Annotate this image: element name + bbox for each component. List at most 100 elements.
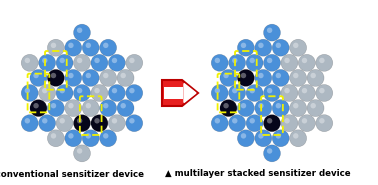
Circle shape xyxy=(68,133,74,139)
Circle shape xyxy=(100,100,117,117)
Circle shape xyxy=(237,69,254,86)
Circle shape xyxy=(255,130,272,147)
Circle shape xyxy=(94,58,100,63)
Circle shape xyxy=(68,43,74,48)
Circle shape xyxy=(237,100,254,117)
Circle shape xyxy=(51,73,56,78)
Circle shape xyxy=(290,69,307,86)
Circle shape xyxy=(108,115,125,132)
Circle shape xyxy=(129,118,135,124)
Circle shape xyxy=(65,100,82,117)
Circle shape xyxy=(310,103,316,108)
Circle shape xyxy=(73,24,90,41)
Circle shape xyxy=(211,85,228,102)
Circle shape xyxy=(290,130,307,147)
Circle shape xyxy=(293,43,299,48)
Circle shape xyxy=(21,54,38,71)
Circle shape xyxy=(215,88,220,93)
Circle shape xyxy=(85,43,91,48)
Circle shape xyxy=(241,43,246,48)
Circle shape xyxy=(100,39,117,56)
FancyArrow shape xyxy=(164,87,183,99)
Circle shape xyxy=(100,69,117,86)
Circle shape xyxy=(276,73,281,78)
Circle shape xyxy=(246,85,263,102)
Circle shape xyxy=(258,73,263,78)
Circle shape xyxy=(47,69,64,86)
Circle shape xyxy=(42,58,48,63)
Circle shape xyxy=(51,103,56,108)
Circle shape xyxy=(263,145,280,162)
Circle shape xyxy=(246,115,263,132)
Circle shape xyxy=(272,69,289,86)
Circle shape xyxy=(316,115,333,132)
Circle shape xyxy=(77,118,82,124)
Circle shape xyxy=(249,118,255,124)
Circle shape xyxy=(263,115,280,132)
Circle shape xyxy=(284,58,290,63)
Circle shape xyxy=(59,88,65,93)
Circle shape xyxy=(211,115,228,132)
Circle shape xyxy=(267,58,272,63)
Circle shape xyxy=(117,100,134,117)
Circle shape xyxy=(73,85,90,102)
Circle shape xyxy=(65,69,82,86)
Circle shape xyxy=(232,58,237,63)
Circle shape xyxy=(241,133,246,139)
Circle shape xyxy=(42,88,48,93)
Circle shape xyxy=(73,115,90,132)
Circle shape xyxy=(47,100,64,117)
Circle shape xyxy=(51,43,56,48)
Circle shape xyxy=(91,54,108,71)
Circle shape xyxy=(267,148,272,154)
Circle shape xyxy=(249,58,255,63)
Circle shape xyxy=(298,115,315,132)
Circle shape xyxy=(47,39,64,56)
Circle shape xyxy=(68,73,74,78)
Circle shape xyxy=(77,148,82,154)
Circle shape xyxy=(258,43,263,48)
Circle shape xyxy=(117,69,134,86)
Circle shape xyxy=(33,103,39,108)
Circle shape xyxy=(237,130,254,147)
Circle shape xyxy=(293,133,299,139)
Circle shape xyxy=(112,118,117,124)
Circle shape xyxy=(302,88,307,93)
Circle shape xyxy=(39,85,56,102)
Circle shape xyxy=(281,115,298,132)
Circle shape xyxy=(39,115,56,132)
Text: ▲ conventional sensitizer device: ▲ conventional sensitizer device xyxy=(0,169,144,179)
Circle shape xyxy=(319,88,325,93)
Circle shape xyxy=(30,69,47,86)
Circle shape xyxy=(276,43,281,48)
Circle shape xyxy=(258,103,263,108)
Circle shape xyxy=(284,118,290,124)
Circle shape xyxy=(267,28,272,33)
Circle shape xyxy=(241,73,246,78)
Circle shape xyxy=(290,100,307,117)
Circle shape xyxy=(85,133,91,139)
Text: ▲ multilayer stacked sensitizer device: ▲ multilayer stacked sensitizer device xyxy=(165,169,351,179)
Circle shape xyxy=(73,145,90,162)
Circle shape xyxy=(267,118,272,124)
Circle shape xyxy=(42,118,48,124)
Circle shape xyxy=(59,58,65,63)
Circle shape xyxy=(47,130,64,147)
Circle shape xyxy=(65,39,82,56)
Circle shape xyxy=(85,73,91,78)
Circle shape xyxy=(276,103,281,108)
Circle shape xyxy=(56,85,73,102)
Circle shape xyxy=(298,54,315,71)
Circle shape xyxy=(121,103,126,108)
Circle shape xyxy=(103,43,108,48)
Circle shape xyxy=(121,73,126,78)
Circle shape xyxy=(293,103,299,108)
Circle shape xyxy=(30,100,47,117)
Circle shape xyxy=(229,85,246,102)
Circle shape xyxy=(25,58,30,63)
Circle shape xyxy=(319,58,325,63)
Circle shape xyxy=(103,133,108,139)
Circle shape xyxy=(237,39,254,56)
FancyArrow shape xyxy=(162,80,198,106)
Circle shape xyxy=(112,88,117,93)
